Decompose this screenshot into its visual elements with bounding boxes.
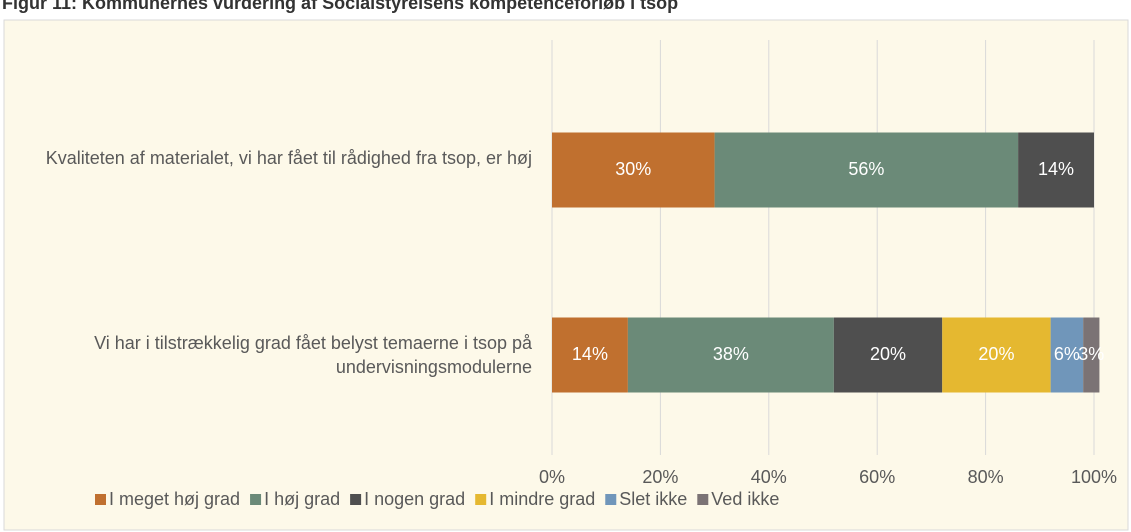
category-label: Vi har i tilstrækkelig grad fået belyst … [94, 333, 532, 377]
bar-segment [942, 317, 1051, 393]
legend-label: I mindre grad [489, 489, 595, 509]
data-label: 56% [848, 159, 884, 179]
data-label: 20% [870, 344, 906, 364]
data-label: 14% [572, 344, 608, 364]
data-label: 6% [1054, 344, 1080, 364]
chart-area [3, 19, 1129, 531]
data-label: 14% [1038, 159, 1074, 179]
legend-swatch [250, 494, 262, 505]
x-tick-label: 100% [1071, 467, 1117, 487]
bar-segment [552, 317, 628, 393]
x-tick-label: 80% [968, 467, 1004, 487]
legend-label: Slet ikke [619, 489, 687, 509]
bar-segment [1083, 317, 1100, 393]
bar-segment [552, 132, 715, 208]
bar-segment [1050, 317, 1084, 393]
x-tick-label: 20% [642, 467, 678, 487]
bar-segment [714, 132, 1019, 208]
data-label: 3% [1078, 344, 1104, 364]
category-label: Kvaliteten af materialet, vi har fået ti… [45, 148, 532, 168]
x-tick-label: 40% [751, 467, 787, 487]
data-label: 30% [615, 159, 651, 179]
x-tick-label: 0% [539, 467, 565, 487]
legend-swatch [605, 494, 617, 505]
legend-label: I høj grad [264, 489, 340, 509]
data-label: 20% [978, 344, 1014, 364]
legend-swatch [95, 494, 106, 505]
chart-title: Figur 11: Kommunernes vurdering af Socia… [2, 0, 678, 13]
legend-label: I nogen grad [364, 489, 465, 509]
bar-segment [833, 317, 943, 393]
x-tick-label: 60% [859, 467, 895, 487]
legend-label: I meget høj grad [109, 489, 240, 509]
data-label: 38% [713, 344, 749, 364]
bar-segment [1018, 132, 1094, 208]
legend-label: Ved ikke [711, 489, 779, 509]
legend-swatch [350, 494, 362, 505]
legend-swatch [475, 494, 487, 505]
bar-segment [627, 317, 834, 393]
legend-swatch [697, 494, 709, 505]
